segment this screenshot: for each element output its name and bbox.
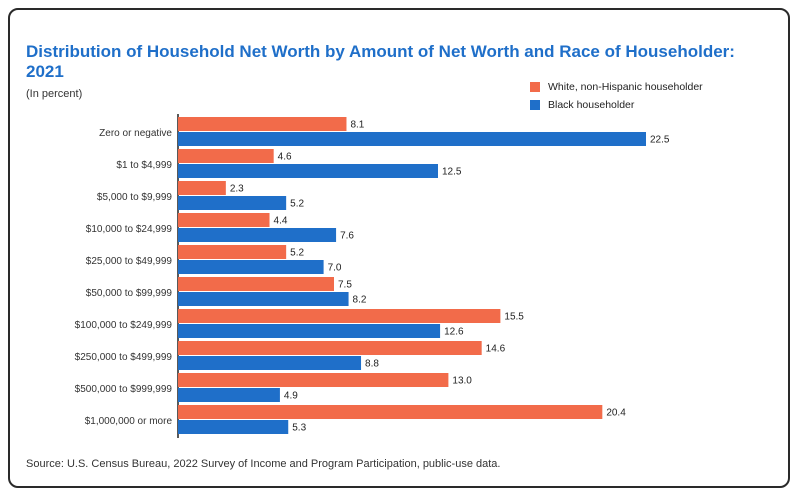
data-label: 20.4 xyxy=(606,408,626,419)
bar xyxy=(178,245,287,259)
data-label: 15.5 xyxy=(504,312,524,323)
data-label: 7.5 xyxy=(338,280,352,291)
bar xyxy=(178,373,449,387)
data-label: 7.0 xyxy=(328,263,342,274)
bar xyxy=(178,324,441,338)
data-label: 12.5 xyxy=(442,167,462,178)
bar xyxy=(178,292,349,306)
chart-subtitle: (In percent) xyxy=(26,88,83,100)
bar xyxy=(178,388,280,402)
bar xyxy=(178,164,438,178)
bar xyxy=(178,277,334,291)
data-label: 8.1 xyxy=(350,120,364,131)
legend-item-white: White, non-Hispanic householder xyxy=(530,78,703,96)
category-label: $100,000 to $249,999 xyxy=(75,320,173,331)
data-label: 4.4 xyxy=(274,216,288,227)
category-label: $250,000 to $499,999 xyxy=(75,352,173,363)
category-label: $500,000 to $999,999 xyxy=(75,384,173,395)
data-label: 8.8 xyxy=(365,359,379,370)
data-label: 5.2 xyxy=(290,248,304,259)
data-label: 2.3 xyxy=(230,184,244,195)
bar xyxy=(178,260,324,274)
data-label: 14.6 xyxy=(486,344,506,355)
source-note: Source: U.S. Census Bureau, 2022 Survey … xyxy=(26,458,501,470)
chart-title: Distribution of Household Net Worth by A… xyxy=(26,42,735,81)
data-label: 8.2 xyxy=(353,295,367,306)
bar xyxy=(178,117,347,131)
bar xyxy=(178,196,287,210)
category-label: $50,000 to $99,999 xyxy=(86,288,173,299)
data-label: 5.2 xyxy=(290,199,304,210)
legend-swatch-white xyxy=(530,82,540,92)
legend-label-white: White, non-Hispanic householder xyxy=(548,81,703,93)
category-label: $5,000 to $9,999 xyxy=(97,192,173,203)
bar xyxy=(178,132,646,146)
legend-item-black: Black householder xyxy=(530,96,703,114)
bar xyxy=(178,420,289,434)
data-label: 5.3 xyxy=(292,423,306,434)
data-label: 13.0 xyxy=(452,376,472,387)
data-label: 22.5 xyxy=(650,135,670,146)
data-label: 7.6 xyxy=(340,231,354,242)
bar xyxy=(178,341,482,355)
bar xyxy=(178,356,362,370)
legend-swatch-black xyxy=(530,100,540,110)
category-label: $10,000 to $24,999 xyxy=(86,224,173,235)
legend-label-black: Black householder xyxy=(548,99,635,111)
bar xyxy=(178,213,270,227)
category-label: $1,000,000 or more xyxy=(85,416,173,427)
data-label: 4.9 xyxy=(284,391,298,402)
data-label: 12.6 xyxy=(444,327,464,338)
bar xyxy=(178,309,501,323)
legend: White, non-Hispanic householder Black ho… xyxy=(530,78,703,114)
bar xyxy=(178,228,337,242)
bar xyxy=(178,181,226,195)
bar xyxy=(178,405,603,419)
category-label: Zero or negative xyxy=(99,128,172,139)
category-label: $1 to $4,999 xyxy=(116,160,172,171)
data-label: 4.6 xyxy=(278,152,292,163)
category-label: $25,000 to $49,999 xyxy=(86,256,173,267)
bar xyxy=(178,149,274,163)
